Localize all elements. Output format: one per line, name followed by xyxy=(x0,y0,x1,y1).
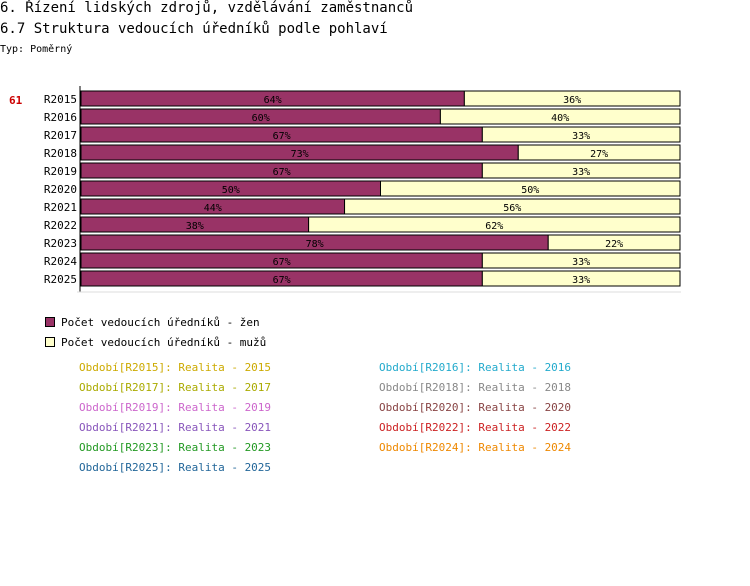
y-tick-label-r2022: R2022 xyxy=(44,219,77,232)
period-r2018: Období[R2018]: Realita - 2018 xyxy=(379,381,572,394)
period-r2017: Období[R2017]: Realita - 2017 xyxy=(79,381,272,394)
bar-men-r2020 xyxy=(380,180,681,197)
bar-men-r2025 xyxy=(481,270,681,287)
chart-type-label: Typ: Poměrný xyxy=(0,44,73,55)
legend-item-men: Počet vedoucích úředníků - mužů xyxy=(45,336,266,350)
period-r2016: Období[R2016]: Realita - 2016 xyxy=(379,361,572,374)
data-label-women-r2024: 67% xyxy=(273,257,291,268)
bar-men-r2021 xyxy=(344,198,681,215)
data-label-men-r2019: 33% xyxy=(572,167,590,178)
period-r2020: Období[R2020]: Realita - 2020 xyxy=(379,401,572,414)
y-tick-label-r2015: R2015 xyxy=(44,93,77,106)
bar-men-r2023 xyxy=(547,234,681,251)
legend-item-women: Počet vedoucích úředníků - žen xyxy=(45,316,260,330)
period-r2015: Období[R2015]: Realita - 2015 xyxy=(79,361,272,374)
bar-men-r2017 xyxy=(481,126,681,143)
data-label-men-r2025: 33% xyxy=(572,275,590,286)
y-tick-label-r2023: R2023 xyxy=(44,237,77,250)
data-label-men-r2015: 36% xyxy=(563,95,581,106)
y-tick-label-r2020: R2020 xyxy=(44,183,77,196)
data-label-women-r2023: 78% xyxy=(306,239,324,250)
period-r2019: Období[R2019]: Realita - 2019 xyxy=(79,401,272,414)
bar-men-r2022 xyxy=(308,216,681,233)
period-r2023: Období[R2023]: Realita - 2023 xyxy=(79,441,272,454)
y-tick-label-r2016: R2016 xyxy=(44,111,77,124)
y-tick-label-r2025: R2025 xyxy=(44,273,77,286)
data-label-women-r2018: 73% xyxy=(291,149,309,160)
stacked-bar-chart: R2015 64% 36% R2016 60% 40% R2017 67% 33% R2018 73… xyxy=(44,86,681,293)
period-r2021: Období[R2021]: Realita - 2021 xyxy=(79,421,272,434)
y-tick-label-r2024: R2024 xyxy=(44,255,77,268)
bar-men-r2018 xyxy=(517,144,681,161)
bar-men-r2024 xyxy=(481,252,681,269)
data-label-men-r2022: 62% xyxy=(485,221,503,232)
y-tick-label-r2017: R2017 xyxy=(44,129,77,142)
period-r2025: Období[R2025]: Realita - 2025 xyxy=(79,461,272,474)
legend-swatch-men xyxy=(45,337,55,347)
data-label-men-r2023: 22% xyxy=(605,239,623,250)
data-label-men-r2018: 27% xyxy=(590,149,608,160)
data-label-women-r2017: 67% xyxy=(273,131,291,142)
chart-title: 6.7 Struktura vedoucích úředníků podle p… xyxy=(0,21,388,37)
period-r2024: Období[R2024]: Realita - 2024 xyxy=(379,441,572,454)
y-tick-label-r2018: R2018 xyxy=(44,147,77,160)
section-title: 6. Řízení lidských zdrojů, vzdělávání za… xyxy=(0,0,414,16)
data-label-men-r2021: 56% xyxy=(503,203,521,214)
data-label-women-r2022: 38% xyxy=(186,221,204,232)
legend-label-men: Počet vedoucích úředníků - mužů xyxy=(61,336,267,349)
data-label-women-r2025: 67% xyxy=(273,275,291,286)
data-label-men-r2016: 40% xyxy=(551,113,569,124)
data-label-women-r2020: 50% xyxy=(222,185,240,196)
data-label-women-r2021: 44% xyxy=(204,203,222,214)
page-number: 61 xyxy=(9,94,23,107)
bar-men-r2015 xyxy=(463,90,681,107)
y-tick-label-r2019: R2019 xyxy=(44,165,77,178)
legend-swatch-women xyxy=(45,317,55,327)
data-label-men-r2017: 33% xyxy=(572,131,590,142)
bar-men-r2016 xyxy=(439,108,681,125)
period-r2022: Období[R2022]: Realita - 2022 xyxy=(379,421,572,434)
data-label-men-r2020: 50% xyxy=(521,185,539,196)
bar-men-r2019 xyxy=(481,162,681,179)
legend-label-women: Počet vedoucích úředníků - žen xyxy=(61,316,260,329)
data-label-men-r2024: 33% xyxy=(572,257,590,268)
data-label-women-r2016: 60% xyxy=(252,113,270,124)
y-tick-label-r2021: R2021 xyxy=(44,201,77,214)
data-label-women-r2015: 64% xyxy=(264,95,282,106)
data-label-women-r2019: 67% xyxy=(273,167,291,178)
